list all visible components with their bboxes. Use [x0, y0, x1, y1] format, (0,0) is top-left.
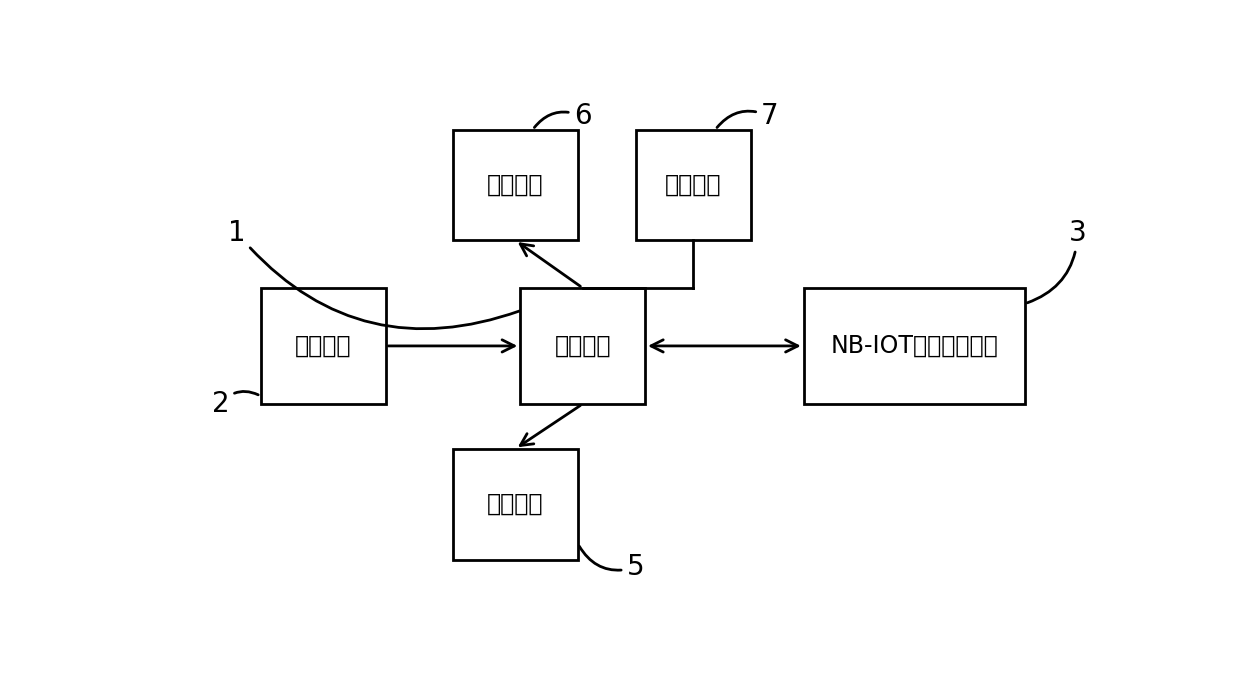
Text: NB-IOT无线传输模块: NB-IOT无线传输模块 — [831, 334, 998, 358]
Text: 调节模块: 调节模块 — [487, 492, 543, 516]
Text: 电源模块: 电源模块 — [665, 173, 722, 197]
Bar — [804, 288, 1024, 404]
Text: 6: 6 — [534, 103, 591, 130]
Text: 控制模块: 控制模块 — [554, 334, 611, 358]
Text: 3: 3 — [1027, 219, 1086, 303]
Bar — [521, 288, 645, 404]
Text: 1: 1 — [228, 219, 520, 329]
Bar — [453, 449, 578, 560]
Text: 采集模块: 采集模块 — [295, 334, 351, 358]
Bar — [453, 129, 578, 240]
Text: 显示模块: 显示模块 — [487, 173, 543, 197]
Bar — [260, 288, 386, 404]
Text: 2: 2 — [212, 390, 258, 418]
Bar — [635, 129, 750, 240]
Text: 7: 7 — [717, 103, 779, 130]
Text: 5: 5 — [579, 546, 645, 582]
